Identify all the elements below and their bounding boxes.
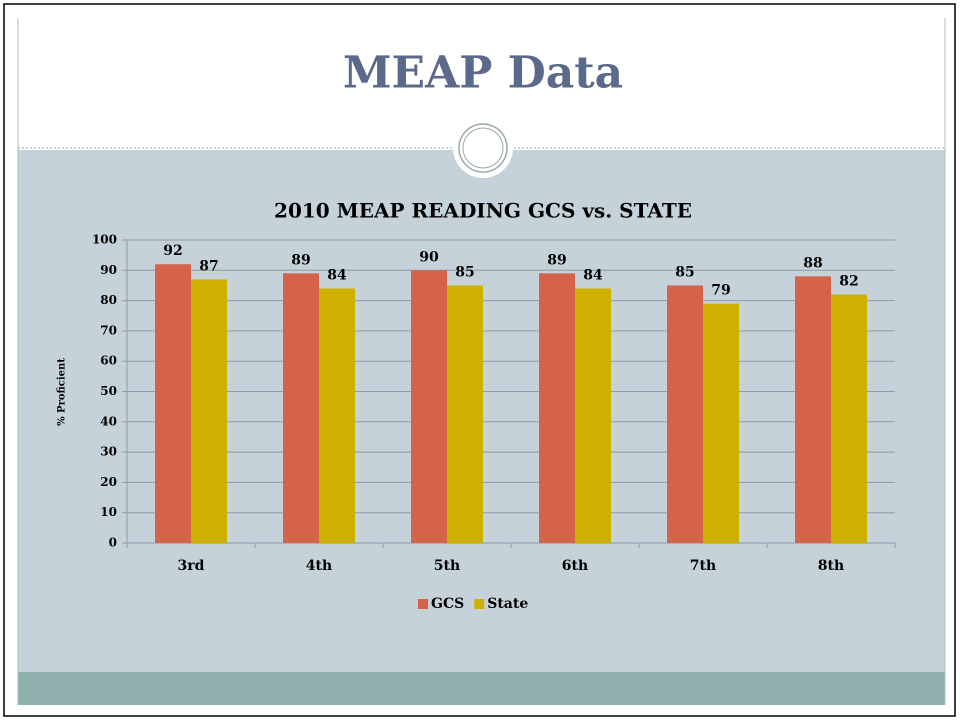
data-label: 82	[839, 274, 858, 290]
data-label: 88	[803, 255, 822, 271]
x-tick-label: 4th	[306, 558, 332, 574]
y-tick-label: 60	[100, 354, 117, 368]
data-label: 89	[547, 252, 566, 268]
data-label: 79	[711, 283, 730, 299]
bar	[831, 294, 867, 543]
y-tick-label: 0	[109, 536, 117, 550]
y-tick-label: 10	[100, 505, 117, 519]
chart-title: 2010 MEAP READING GCS vs. STATE	[274, 199, 692, 223]
legend-swatch	[418, 599, 428, 609]
bar	[411, 270, 447, 543]
bar	[283, 273, 319, 543]
legend-label: State	[487, 596, 528, 612]
ornament	[458, 123, 508, 173]
data-label: 89	[291, 252, 310, 268]
legend-label: GCS	[431, 596, 464, 612]
bar	[319, 288, 355, 543]
bar	[539, 273, 575, 543]
data-label: 85	[455, 264, 474, 280]
bar	[795, 276, 831, 543]
y-tick-label: 100	[92, 233, 117, 247]
data-label: 90	[419, 249, 439, 265]
y-axis-label: % Proficient	[57, 358, 68, 426]
y-tick-label: 30	[100, 445, 117, 459]
bar	[191, 279, 227, 543]
y-tick-label: 40	[100, 414, 117, 428]
y-tick-label: 90	[100, 263, 117, 277]
bar	[703, 303, 739, 543]
data-label: 92	[163, 243, 182, 259]
x-tick-label: 5th	[434, 558, 460, 574]
data-label: 84	[583, 267, 603, 283]
footer-band	[18, 672, 945, 705]
x-tick-label: 3rd	[178, 558, 205, 574]
data-label: 87	[199, 258, 218, 274]
bar	[575, 288, 611, 543]
x-tick-label: 8th	[818, 558, 844, 574]
bar	[667, 285, 703, 543]
legend-swatch	[474, 599, 485, 609]
ornament	[462, 127, 504, 169]
y-tick-label: 20	[100, 475, 117, 489]
y-tick-label: 70	[100, 323, 117, 337]
data-label: 85	[675, 264, 694, 280]
bar	[447, 285, 483, 543]
slide-title: MEAP Data	[343, 48, 623, 99]
data-label: 84	[327, 267, 347, 283]
y-tick-label: 80	[100, 293, 117, 307]
bar	[155, 264, 191, 543]
x-tick-label: 6th	[562, 558, 588, 574]
y-tick-label: 50	[100, 384, 117, 398]
x-tick-label: 7th	[690, 558, 716, 574]
